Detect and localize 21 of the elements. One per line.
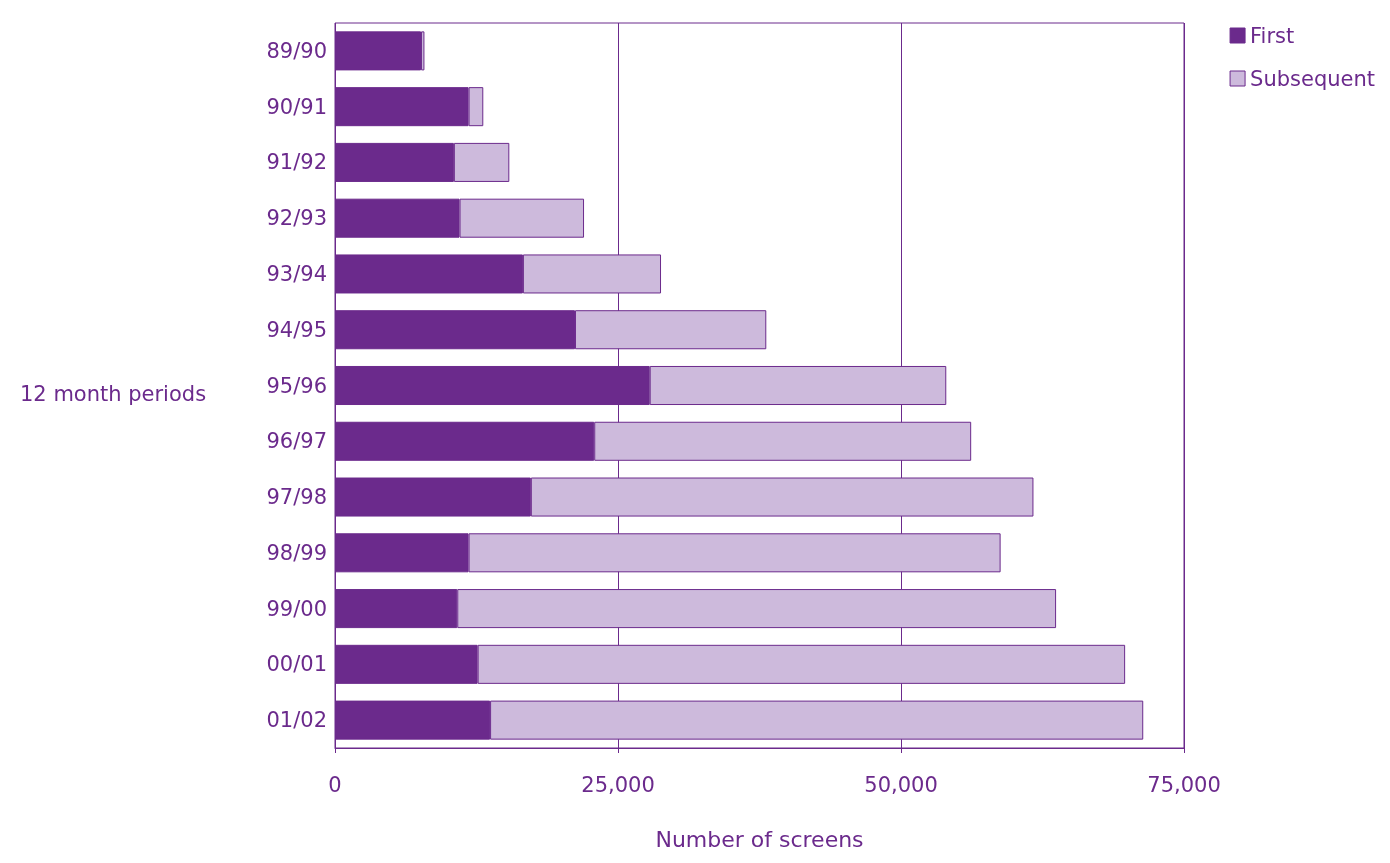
y-tick-label: 95/96: [266, 373, 327, 398]
x-tick-label: 50,000: [864, 772, 938, 797]
x-tick-label: 25,000: [581, 772, 655, 797]
y-tick-label: 94/95: [266, 317, 327, 342]
y-tick-label: 98/99: [266, 540, 327, 565]
legend-label: First: [1250, 23, 1295, 48]
y-tick-label: 89/90: [266, 38, 327, 63]
x-axis-title: Number of screens: [655, 826, 864, 852]
y-tick-label: 97/98: [266, 485, 327, 510]
y-tick-label: 91/92: [266, 150, 327, 175]
y-axis-title: 12 month periods: [20, 381, 207, 406]
legend-label: Subsequent: [1250, 66, 1375, 91]
y-tick-label: 96/97: [266, 429, 327, 454]
y-tick-label: 99/00: [266, 596, 327, 621]
y-tick-label: 93/94: [266, 261, 327, 286]
x-tick-label: 75,000: [1147, 772, 1221, 797]
y-tick-label: 01/02: [266, 708, 327, 733]
y-tick-label: 92/93: [266, 206, 327, 231]
y-tick-label: 90/91: [266, 94, 327, 119]
y-tick-label: 00/01: [266, 652, 327, 677]
x-tick-label: 0: [328, 772, 342, 797]
